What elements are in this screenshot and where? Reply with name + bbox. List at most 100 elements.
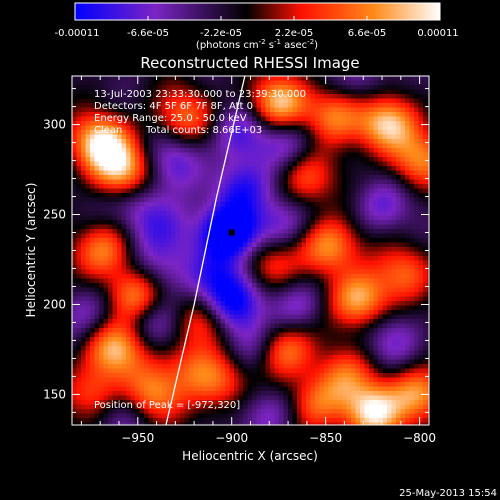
heatmap-cell — [328, 179, 334, 185]
heatmap-cell — [391, 161, 397, 167]
heatmap-cell — [157, 242, 163, 248]
heatmap-cell — [337, 98, 343, 104]
heatmap-cell — [337, 116, 343, 122]
heatmap-cell — [270, 80, 276, 86]
heatmap-cell — [153, 188, 159, 194]
heatmap-cell — [130, 130, 136, 136]
heatmap-cell — [211, 80, 217, 86]
heatmap-cell — [207, 148, 213, 154]
heatmap-cell — [144, 224, 150, 230]
heatmap-cell — [270, 139, 276, 145]
heatmap-cell — [315, 350, 321, 356]
heatmap-cell — [247, 80, 253, 86]
heatmap-cell — [130, 134, 136, 140]
heatmap-cell — [99, 269, 105, 275]
heatmap-cell — [405, 193, 411, 199]
heatmap-cell — [238, 85, 244, 91]
heatmap-cell — [283, 346, 289, 352]
heatmap-cell — [139, 314, 145, 320]
heatmap-cell — [72, 157, 78, 163]
heatmap-cell — [247, 211, 253, 217]
heatmap-cell — [414, 107, 420, 113]
heatmap-cell — [85, 269, 91, 275]
heatmap-cell — [229, 256, 235, 262]
heatmap-cell — [243, 85, 249, 91]
heatmap-cell — [283, 121, 289, 127]
heatmap-cell — [220, 143, 226, 149]
heatmap-cell — [130, 157, 136, 163]
heatmap-cell — [207, 206, 213, 212]
heatmap-cell — [144, 269, 150, 275]
heatmap-cell — [315, 220, 321, 226]
heatmap-cell — [157, 121, 163, 127]
heatmap-cell — [261, 274, 267, 280]
heatmap-cell — [315, 341, 321, 347]
heatmap-cell — [108, 260, 114, 266]
heatmap-cell — [112, 161, 118, 167]
heatmap-cell — [76, 296, 82, 302]
heatmap-cell — [211, 296, 217, 302]
heatmap-cell — [288, 292, 294, 298]
heatmap-cell — [85, 265, 91, 271]
heatmap-cell — [355, 310, 361, 316]
heatmap-cell — [355, 143, 361, 149]
heatmap-cell — [360, 269, 366, 275]
heatmap-cell — [94, 328, 100, 334]
heatmap-cell — [162, 287, 168, 293]
heatmap-cell — [162, 152, 168, 158]
heatmap-cell — [382, 107, 388, 113]
heatmap-cell — [391, 296, 397, 302]
heatmap-cell — [121, 134, 127, 140]
heatmap-cell — [171, 301, 177, 307]
heatmap-cell — [387, 184, 393, 190]
heatmap-cell — [409, 224, 415, 230]
heatmap-cell — [364, 193, 370, 199]
heatmap-cell — [171, 193, 177, 199]
heatmap-cell — [279, 238, 285, 244]
heatmap-cell — [423, 310, 429, 316]
heatmap-cell — [270, 274, 276, 280]
heatmap-cell — [319, 269, 325, 275]
heatmap-cell — [220, 125, 226, 131]
heatmap-cell — [351, 274, 357, 280]
heatmap-cell — [342, 265, 348, 271]
heatmap-cell — [238, 148, 244, 154]
heatmap-cell — [265, 274, 271, 280]
heatmap-cell — [333, 130, 339, 136]
heatmap-cell — [184, 337, 190, 343]
heatmap-cell — [351, 103, 357, 109]
heatmap-cell — [400, 103, 406, 109]
heatmap-cell — [94, 355, 100, 361]
heatmap-cell — [301, 269, 307, 275]
heatmap-cell — [126, 319, 132, 325]
heatmap-cell — [328, 130, 334, 136]
heatmap-cell — [108, 148, 114, 154]
heatmap-cell — [234, 301, 240, 307]
heatmap-cell — [342, 292, 348, 298]
heatmap-cell — [382, 157, 388, 163]
heatmap-cell — [247, 188, 253, 194]
heatmap-cell — [90, 206, 96, 212]
heatmap-cell — [351, 89, 357, 95]
heatmap-cell — [148, 193, 154, 199]
heatmap-cell — [220, 265, 226, 271]
heatmap-cell — [409, 184, 415, 190]
heatmap-cell — [310, 346, 316, 352]
heatmap-cell — [135, 143, 141, 149]
heatmap-cell — [103, 278, 109, 284]
heatmap-cell — [261, 238, 267, 244]
heatmap-cell — [130, 332, 136, 338]
heatmap-cell — [243, 274, 249, 280]
heatmap-cell — [391, 328, 397, 334]
heatmap-cell — [283, 85, 289, 91]
heatmap-cell — [256, 143, 262, 149]
heatmap-cell — [387, 76, 393, 82]
heatmap-cell — [247, 260, 253, 266]
heatmap-cell — [180, 292, 186, 298]
heatmap-cell — [387, 242, 393, 248]
heatmap-cell — [139, 193, 145, 199]
heatmap-cell — [382, 323, 388, 329]
heatmap-cell — [315, 337, 321, 343]
heatmap-cell — [130, 233, 136, 239]
heatmap-cell — [283, 269, 289, 275]
